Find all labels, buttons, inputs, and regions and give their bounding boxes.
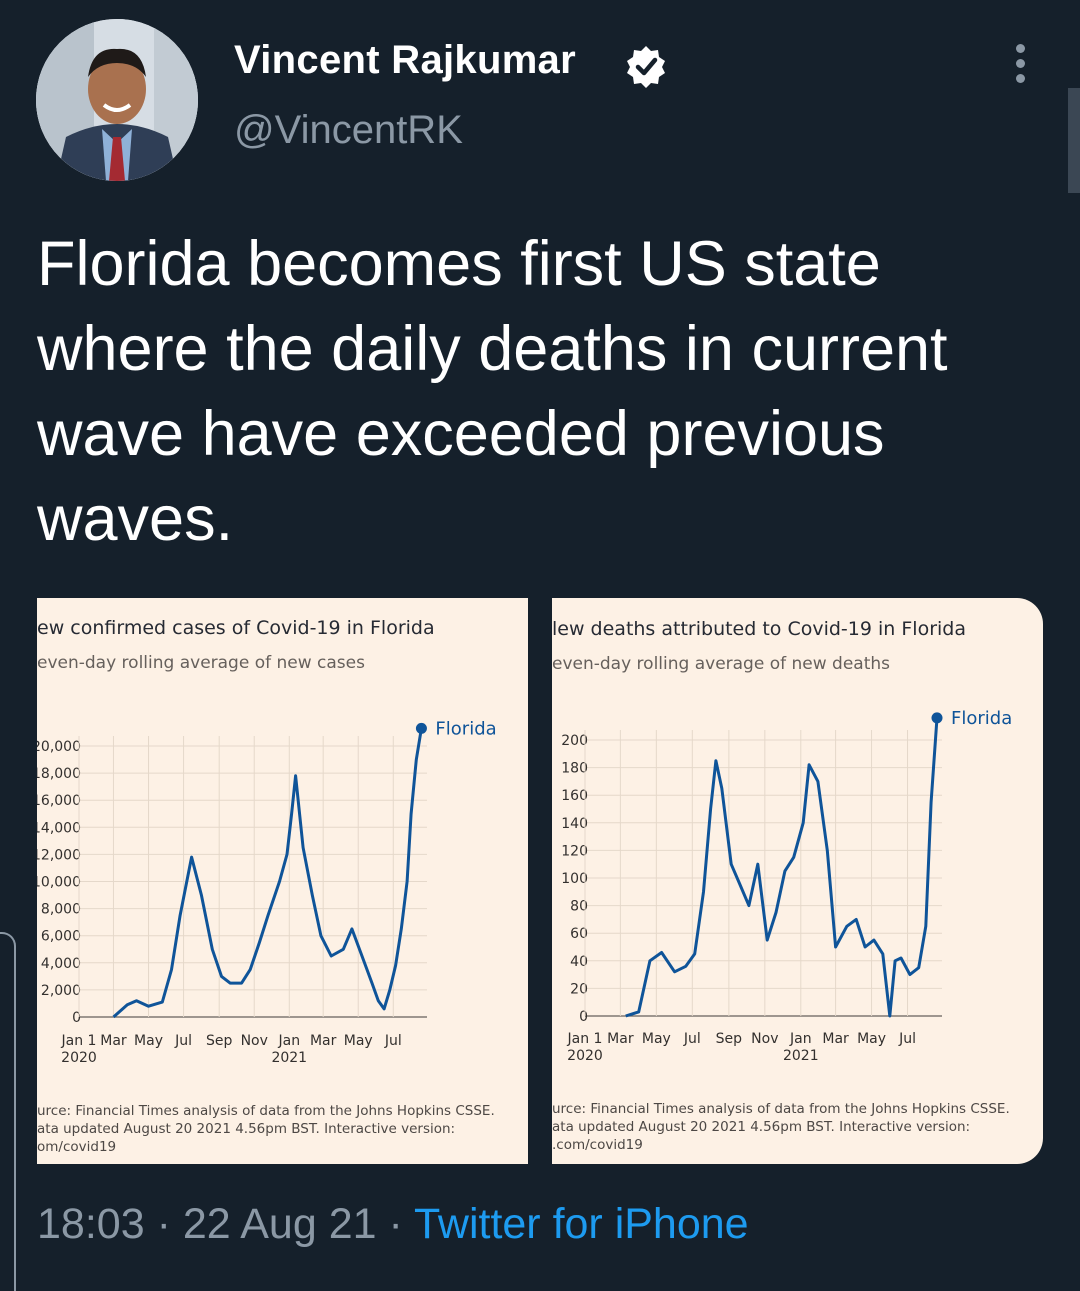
tweet-date: 22 Aug 21 xyxy=(182,1200,377,1248)
y-tick-label: 2,000 xyxy=(41,983,81,999)
x-tick-label: Nov xyxy=(751,1031,778,1047)
x-tick-label: Nov xyxy=(241,1033,268,1049)
x-tick-label: Mar xyxy=(607,1031,634,1047)
x-tick-label: May xyxy=(642,1031,671,1047)
chart-source-line: .com/covid19 xyxy=(552,1137,643,1153)
chart-source-line: urce: Financial Times analysis of data f… xyxy=(552,1101,1010,1117)
chart-title: ew confirmed cases of Covid-19 in Florid… xyxy=(37,617,435,639)
y-tick-label: 80 xyxy=(570,899,588,915)
x-year-label: 2020 xyxy=(61,1050,97,1066)
meta-separator: · xyxy=(156,1200,171,1248)
y-tick-label: 8,000 xyxy=(41,902,81,918)
x-tick-label: Jul xyxy=(174,1033,192,1049)
y-tick-label: 0 xyxy=(72,1010,81,1026)
x-tick-label: Mar xyxy=(822,1031,849,1047)
x-year-label: 2020 xyxy=(567,1048,603,1064)
y-tick-label: 100 xyxy=(561,871,588,887)
chart-source-line: urce: Financial Times analysis of data f… xyxy=(37,1103,495,1119)
tweet-text-line: where the daily deaths in current xyxy=(37,314,948,384)
y-tick-label: 20,000 xyxy=(37,739,81,755)
author-avatar[interactable] xyxy=(36,19,198,181)
x-tick-label: May xyxy=(857,1031,886,1047)
y-tick-label: 0 xyxy=(579,1009,588,1025)
chart-source-line: om/covid19 xyxy=(37,1139,116,1155)
x-tick-label: Sep xyxy=(206,1033,233,1049)
y-tick-label: 18,000 xyxy=(37,766,81,782)
y-tick-label: 120 xyxy=(561,843,588,859)
x-tick-label: Jan xyxy=(789,1031,812,1047)
tweet-text-line: wave have exceeded previous xyxy=(37,399,885,469)
x-year-label: 2021 xyxy=(783,1048,819,1064)
legend-label: Florida xyxy=(435,718,496,739)
y-tick-label: 140 xyxy=(561,816,588,832)
y-tick-label: 12,000 xyxy=(37,847,81,863)
chart-subtitle: even-day rolling average of new cases xyxy=(37,653,365,673)
x-tick-label: Mar xyxy=(100,1033,127,1049)
cases-chart-image[interactable]: ew confirmed cases of Covid-19 in Florid… xyxy=(37,598,528,1164)
x-tick-label: Jan 1 xyxy=(61,1033,97,1049)
x-year-label: 2021 xyxy=(271,1050,307,1066)
legend-label: Florida xyxy=(951,708,1012,729)
meta-separator: · xyxy=(388,1200,403,1248)
y-tick-label: 200 xyxy=(561,733,588,749)
series-endpoint-marker xyxy=(415,722,427,734)
chart-subtitle: even-day rolling average of new deaths xyxy=(552,654,890,674)
tweet-text: Florida becomes first US state where the… xyxy=(37,222,1037,562)
x-tick-label: Jul xyxy=(384,1033,402,1049)
author-name[interactable]: Vincent Rajkumar xyxy=(234,38,576,82)
y-tick-label: 60 xyxy=(570,926,588,942)
y-tick-label: 6,000 xyxy=(41,929,81,945)
verified-badge-icon xyxy=(627,46,665,88)
x-tick-label: Mar xyxy=(310,1033,337,1049)
tweet-text-line: waves. xyxy=(37,484,234,554)
tweet-time: 18:03 xyxy=(37,1200,145,1248)
tweet-text-line: Florida becomes first US state xyxy=(37,229,881,299)
more-options-icon[interactable] xyxy=(1008,44,1032,90)
y-tick-label: 14,000 xyxy=(37,820,81,836)
edge-decoration xyxy=(0,932,16,1291)
x-tick-label: May xyxy=(344,1033,373,1049)
y-tick-label: 20 xyxy=(570,981,588,997)
x-tick-label: May xyxy=(134,1033,163,1049)
y-tick-label: 160 xyxy=(561,788,588,804)
x-tick-label: Jan 1 xyxy=(567,1031,603,1047)
series-endpoint-marker xyxy=(931,712,943,724)
x-tick-label: Jan xyxy=(277,1033,300,1049)
deaths-chart-image[interactable]: lew deaths attributed to Covid-19 in Flo… xyxy=(552,598,1043,1164)
tweet-meta: 18:03 · 22 Aug 21 · Twitter for iPhone xyxy=(37,1200,749,1249)
y-tick-label: 4,000 xyxy=(41,956,81,972)
chart-source-line: ata updated August 20 2021 4.56pm BST. I… xyxy=(37,1121,455,1137)
x-tick-label: Jul xyxy=(683,1031,701,1047)
tweet-media[interactable]: ew confirmed cases of Covid-19 in Florid… xyxy=(37,598,1043,1166)
series-line-florida xyxy=(112,728,423,1019)
avatar-photo-icon xyxy=(36,19,198,181)
deaths-chart: lew deaths attributed to Covid-19 in Flo… xyxy=(552,618,1012,1153)
series-line-florida xyxy=(625,717,939,1018)
x-tick-label: Sep xyxy=(716,1031,743,1047)
tweet-source-link[interactable]: Twitter for iPhone xyxy=(414,1200,749,1248)
cases-chart: ew confirmed cases of Covid-19 in Florid… xyxy=(37,617,497,1155)
author-handle[interactable]: @VincentRK xyxy=(234,108,463,152)
y-tick-label: 10,000 xyxy=(37,875,81,891)
x-tick-label: Jul xyxy=(898,1031,916,1047)
y-tick-label: 40 xyxy=(570,954,588,970)
y-tick-label: 16,000 xyxy=(37,793,81,809)
y-tick-label: 180 xyxy=(561,761,588,777)
scrollbar-thumb[interactable] xyxy=(1068,88,1080,193)
chart-source-line: ata updated August 20 2021 4.56pm BST. I… xyxy=(552,1119,970,1135)
chart-title: lew deaths attributed to Covid-19 in Flo… xyxy=(552,618,966,640)
